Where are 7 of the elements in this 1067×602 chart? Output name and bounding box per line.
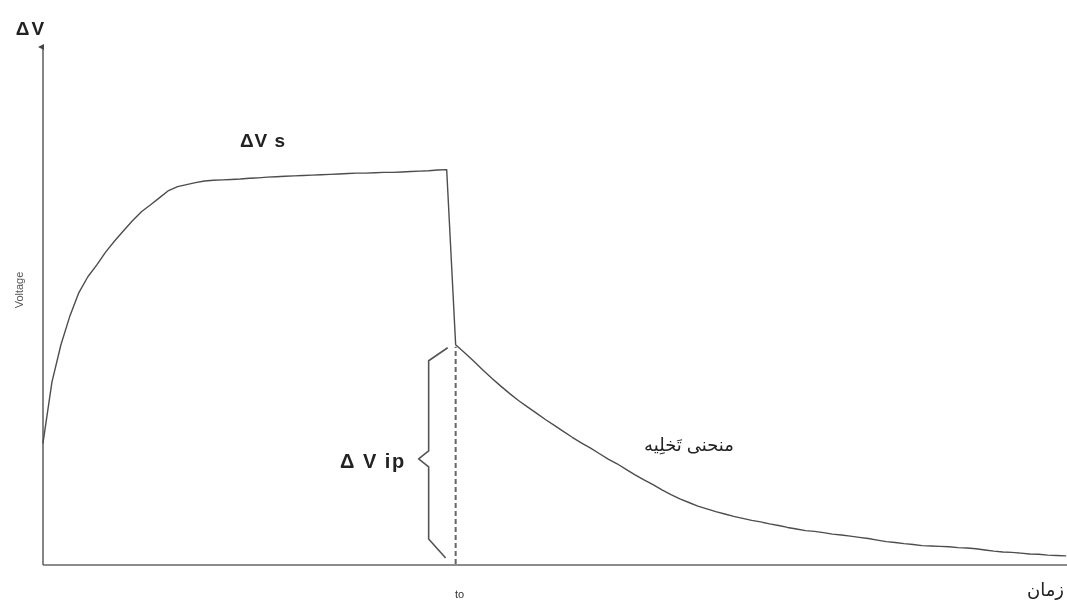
annotation: منحنی تَخلِیه xyxy=(644,435,734,455)
y-axis-title: Voltage xyxy=(13,271,25,309)
annotation: Δ V ip xyxy=(340,449,406,472)
text: to xyxy=(455,588,465,600)
text: ΔV s xyxy=(239,130,287,151)
x-axis-title: زمان xyxy=(1026,580,1064,600)
text: ΔV xyxy=(15,18,47,39)
